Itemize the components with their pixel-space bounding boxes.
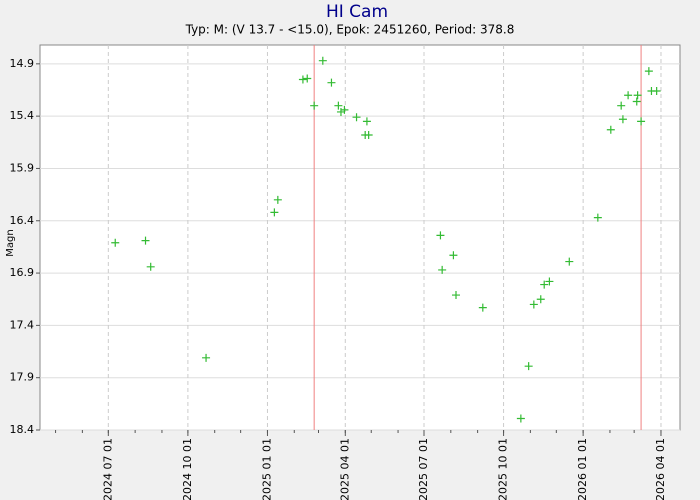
data-point: [524, 362, 533, 371]
data-point: [618, 115, 627, 124]
y-tick-label: 15.4: [10, 109, 35, 122]
x-tick-label: 2025 01 01: [260, 438, 273, 500]
data-point: [652, 87, 661, 96]
x-tick-label: 2024 07 01: [101, 438, 114, 500]
chart-subtitle: Typ: M: (V 13.7 - <15.0), Epok: 2451260,…: [185, 23, 515, 37]
data-point: [516, 414, 525, 423]
data-point: [545, 277, 554, 286]
data-point: [606, 125, 615, 134]
data-point: [202, 353, 211, 362]
x-tick-label: 2025 04 01: [338, 438, 351, 500]
y-tick-label: 17.9: [10, 371, 35, 384]
data-point: [632, 97, 641, 106]
data-point: [334, 101, 343, 110]
data-point: [478, 303, 487, 312]
y-tick-label: 16.4: [10, 214, 35, 227]
chart-title: HI Cam: [326, 2, 388, 22]
data-point: [111, 238, 120, 247]
data-point: [340, 105, 349, 114]
data-point: [536, 295, 545, 304]
y-tick-label: 17.4: [10, 318, 35, 331]
x-tick-label: 2024 10 01: [181, 438, 194, 500]
data-point: [352, 113, 361, 122]
data-point: [318, 56, 327, 65]
data-point: [141, 236, 150, 245]
data-point: [593, 213, 602, 222]
x-tick-label: 2026 04 01: [654, 438, 667, 500]
data-point: [529, 300, 538, 309]
data-point: [637, 117, 646, 126]
y-tick-label: 16.9: [10, 266, 35, 279]
data-point: [364, 130, 373, 139]
y-tick-label: 18.4: [10, 423, 35, 436]
y-tick-label: 15.9: [10, 161, 35, 174]
data-point: [327, 78, 336, 87]
y-tick-label: 14.9: [10, 57, 35, 70]
data-point: [644, 67, 653, 76]
data-point: [298, 75, 307, 84]
data-point: [617, 101, 626, 110]
x-tick-label: 2025 10 01: [497, 438, 510, 500]
data-point: [273, 195, 282, 204]
x-tick-label: 2025 07 01: [417, 438, 430, 500]
data-point: [452, 291, 460, 300]
data-point: [624, 91, 633, 100]
x-tick-label: 2026 01 01: [576, 438, 589, 500]
y-axis-label: Magn: [5, 229, 16, 256]
data-point: [449, 251, 458, 260]
data-point: [438, 265, 447, 274]
data-point: [540, 280, 549, 289]
data-point: [633, 91, 642, 100]
data-point: [270, 208, 279, 217]
plot-area: [39, 44, 681, 431]
data-point: [436, 231, 445, 240]
data-point: [146, 262, 155, 271]
data-point: [303, 74, 312, 83]
data-point: [565, 257, 574, 266]
data-point: [310, 101, 319, 110]
data-point: [362, 117, 371, 126]
